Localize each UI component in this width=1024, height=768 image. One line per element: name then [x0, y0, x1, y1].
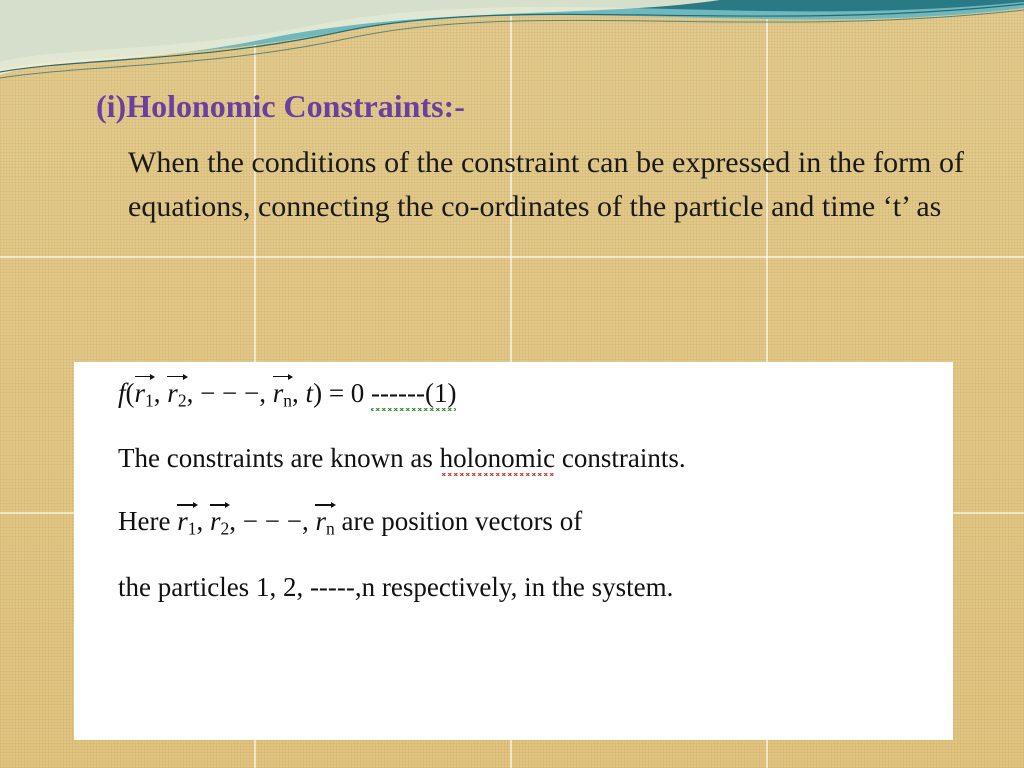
equation-description-2: Here r1, r2, − − −, rn are position vect…	[118, 506, 923, 539]
line3-gap: − − −	[243, 506, 302, 536]
vector-r1: r1	[135, 378, 154, 411]
equation-description-3: the particles 1, 2, -----,n respectively…	[118, 572, 923, 603]
vector-r1-b: r1	[177, 506, 196, 539]
line3-post: are position vectors of	[335, 506, 582, 536]
slide-content: (i)Holonomic Constraints:- When the cond…	[96, 88, 964, 228]
equation-label: ------(1)	[371, 378, 456, 411]
equation-panel: f(r1, r2, − − −, rn, t) = 0 ------(1) Th…	[74, 362, 953, 740]
heading-number: (i)	[96, 88, 126, 124]
slide-body-text: When the conditions of the constraint ca…	[96, 141, 964, 228]
equation-func: f	[118, 378, 126, 408]
equation-description-1: The constraints are known as holonomic c…	[118, 443, 923, 474]
line2-pre: The constraints are known as	[118, 443, 440, 473]
vector-rn: rn	[273, 378, 292, 411]
equation-line: f(r1, r2, − − −, rn, t) = 0 ------(1)	[118, 378, 923, 411]
equation-time: t	[306, 378, 314, 408]
equation-gap: − − −	[200, 378, 259, 408]
line2-word: holonomic	[440, 443, 556, 476]
vector-r2-b: r2	[210, 506, 229, 539]
heading-title: Holonomic Constraints:-	[126, 88, 465, 124]
vector-r2: r2	[167, 378, 186, 411]
line3-pre: Here	[118, 506, 177, 536]
slide-heading: (i)Holonomic Constraints:-	[96, 88, 964, 125]
line2-post: constraints.	[555, 443, 685, 473]
vector-rn-b: rn	[315, 506, 334, 539]
equation-rhs: = 0	[329, 378, 364, 408]
